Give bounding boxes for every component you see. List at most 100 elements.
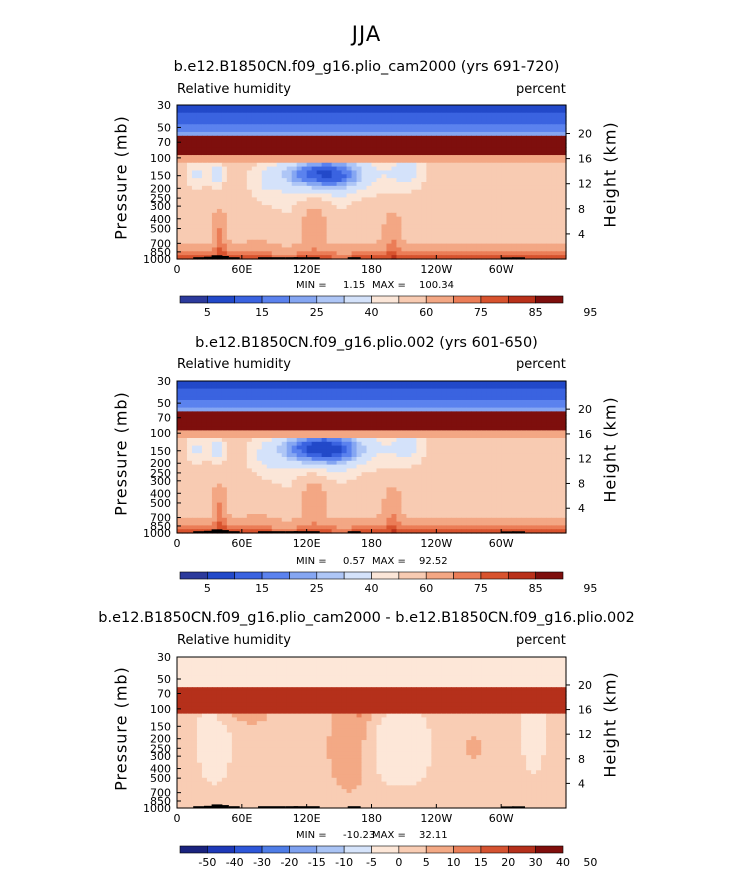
field-cell <box>506 116 512 121</box>
field-cell <box>261 108 268 114</box>
field-cell <box>211 381 218 386</box>
field-cell <box>436 216 442 222</box>
field-cell <box>216 197 223 202</box>
field-cell <box>306 411 313 416</box>
field-cell <box>311 178 318 183</box>
field-cell <box>561 174 567 179</box>
field-cell <box>306 438 313 443</box>
field-cell <box>486 255 492 260</box>
field-cell <box>291 120 298 125</box>
field-cell <box>546 419 552 424</box>
field-cell <box>431 251 437 256</box>
field-cell <box>381 445 388 450</box>
field-cell <box>221 139 228 145</box>
field-cell <box>251 235 258 241</box>
field-cell <box>436 182 442 187</box>
field-cell <box>326 388 333 393</box>
field-cell <box>341 411 348 416</box>
field-cell <box>186 193 193 198</box>
field-cell <box>246 212 253 218</box>
field-cell <box>541 384 547 390</box>
field-cell <box>191 239 198 245</box>
field-cell <box>541 247 547 252</box>
field-cell <box>436 396 442 401</box>
field-cell <box>366 105 373 110</box>
field-cell <box>491 388 497 393</box>
field-cell <box>241 434 248 439</box>
field-cell <box>461 232 467 237</box>
field-cell <box>281 228 288 233</box>
field-cell <box>266 178 273 183</box>
field-cell <box>366 224 373 229</box>
field-cell <box>531 415 537 420</box>
field-cell <box>506 147 512 152</box>
field-cell <box>376 441 383 447</box>
field-cell <box>196 396 203 401</box>
field-cell <box>221 112 228 118</box>
field-cell <box>441 449 447 454</box>
field-cell <box>556 151 562 156</box>
field-cell <box>326 155 333 160</box>
field-cell <box>396 247 403 252</box>
field-cell <box>516 381 522 386</box>
field-cell <box>491 178 497 183</box>
field-cell <box>551 384 557 390</box>
field-cell <box>551 396 557 401</box>
field-cell <box>561 407 567 412</box>
field-cell <box>256 232 263 237</box>
field-cell <box>361 422 368 428</box>
field-cell <box>301 434 308 439</box>
field-cell <box>541 239 547 245</box>
field-cell <box>441 445 447 450</box>
field-cell <box>426 441 432 447</box>
field-cell <box>501 460 507 466</box>
field-cell <box>266 453 273 458</box>
field-cell <box>311 108 318 114</box>
field-cell <box>501 422 507 428</box>
field-cell <box>421 411 427 416</box>
field-cell <box>326 108 333 114</box>
field-cell <box>416 220 422 225</box>
field-cell <box>441 422 447 428</box>
field-cell <box>501 445 507 450</box>
field-cell <box>556 220 562 225</box>
field-cell <box>226 430 233 435</box>
field-cell <box>281 216 288 222</box>
field-cell <box>351 243 358 249</box>
field-cell <box>351 131 358 137</box>
field-cell <box>336 441 343 447</box>
field-cell <box>461 396 467 401</box>
field-cell <box>516 143 522 148</box>
field-cell <box>526 170 532 175</box>
field-cell <box>361 139 368 145</box>
field-cell <box>366 147 373 152</box>
field-cell <box>376 166 383 172</box>
field-cell <box>456 449 462 454</box>
field-cell <box>421 131 427 137</box>
field-cell <box>321 151 328 156</box>
field-cell <box>301 464 308 469</box>
field-cell <box>366 243 373 249</box>
field-cell <box>541 158 547 164</box>
field-cell <box>386 243 393 249</box>
field-cell <box>341 255 348 260</box>
field-cell <box>296 147 303 152</box>
field-cell <box>531 174 537 179</box>
field-cell <box>216 189 223 195</box>
field-cell <box>456 139 462 145</box>
field-cell <box>396 201 403 206</box>
field-cell <box>206 453 213 458</box>
field-cell <box>286 453 293 458</box>
field-cell <box>556 235 562 241</box>
field-cell <box>556 139 562 145</box>
field-cell <box>331 224 338 229</box>
field-cell <box>196 239 203 245</box>
panel-1-units-label: percent <box>516 82 566 97</box>
field-cell <box>506 182 512 187</box>
field-cell <box>321 232 328 237</box>
field-cell <box>351 147 358 152</box>
field-cell <box>321 185 328 191</box>
field-cell <box>506 434 512 439</box>
field-cell <box>186 174 193 179</box>
field-cell <box>466 407 472 412</box>
